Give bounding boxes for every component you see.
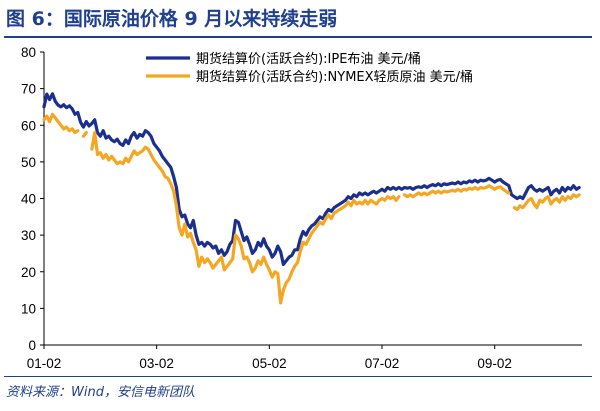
source-note: 资料来源：Wind，安信电新团队 — [6, 385, 195, 400]
y-tick-label: 40 — [21, 192, 36, 207]
series-line-ipe-brent — [42, 92, 581, 266]
y-tick-label: 50 — [21, 155, 36, 170]
y-tick-label: 10 — [21, 301, 36, 316]
legend-label-nymex-wti: 期货结算价(活跃合约):NYMEX轻质原油 美元/桶 — [196, 69, 473, 85]
x-tick-label: 01-02 — [27, 356, 62, 371]
title-divider — [4, 36, 592, 38]
source-divider — [4, 376, 592, 377]
y-tick-label: 20 — [21, 265, 36, 280]
oil-price-chart: 0 10 20 30 40 50 60 70 80 01-02 03-02 05-02 07-02 09-… — [0, 40, 600, 375]
y-tick-label: 0 — [28, 338, 36, 353]
series-line-nymex-wti — [42, 112, 581, 305]
y-tick-label: 30 — [21, 228, 36, 243]
chart-canvas: 0 10 20 30 40 50 60 70 80 01-02 03-02 05-02 07-02 09-… — [21, 45, 582, 371]
x-tick-label: 09-02 — [477, 356, 512, 371]
x-tick-label: 07-02 — [365, 356, 400, 371]
figure-title: 图 6：国际原油价格 9 月以来持续走弱 — [6, 8, 338, 30]
x-tick-label: 03-02 — [139, 356, 174, 371]
y-tick-label: 80 — [21, 45, 36, 60]
x-tick-label: 05-02 — [252, 356, 287, 371]
legend-label-ipe-brent: 期货结算价(活跃合约):IPE布油 美元/桶 — [196, 51, 421, 67]
y-tick-label: 60 — [21, 118, 36, 133]
y-tick-label: 70 — [21, 82, 36, 97]
